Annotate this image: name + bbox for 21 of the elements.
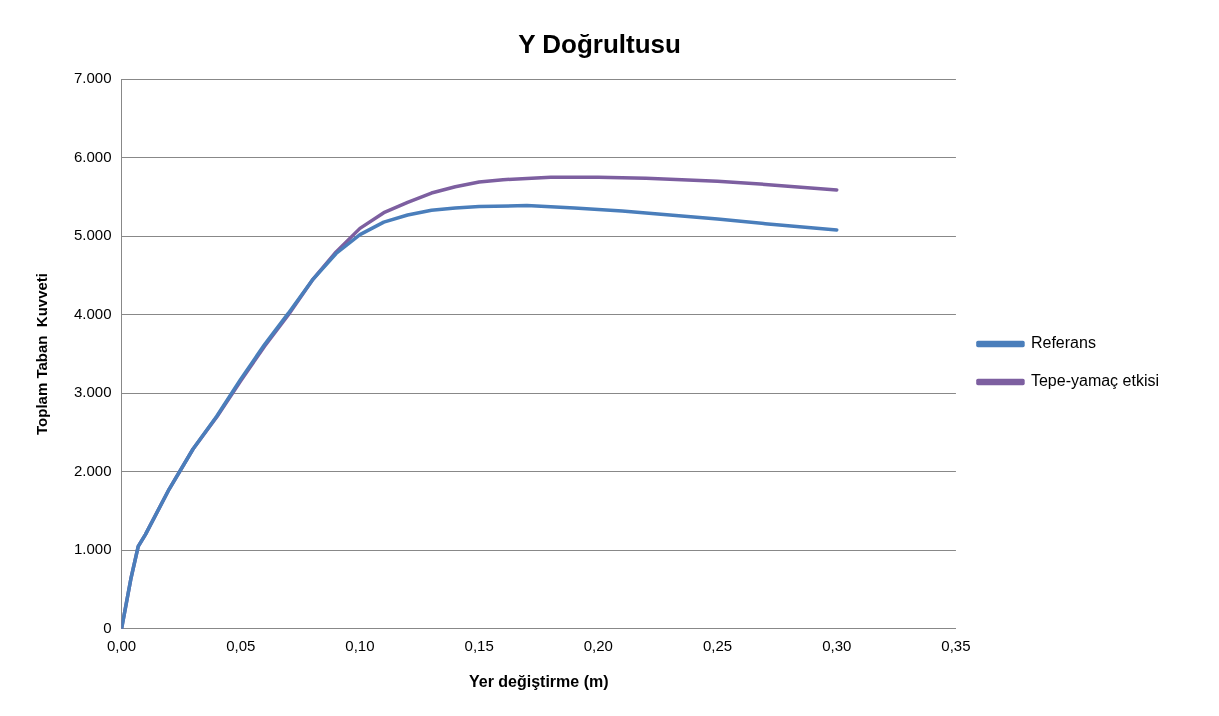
x-tick-label: 0,20 <box>583 636 613 654</box>
y-tick-label: 7.000 <box>73 69 112 87</box>
x-tick-label: 0,05 <box>226 636 256 654</box>
x-tick-label: 0,35 <box>941 636 971 654</box>
y-tick-label: 6.000 <box>73 147 112 165</box>
y-tick-label: 5.000 <box>73 226 112 244</box>
chart-title: Y Doğrultusu <box>518 28 681 59</box>
legend-label: Tepe-yamaç etkisi <box>1030 372 1159 390</box>
x-tick-label: 0,25 <box>702 636 733 654</box>
y-tick-label: 0 <box>103 618 112 636</box>
legend-label: Referans <box>1030 334 1096 352</box>
x-tick-label: 0,10 <box>345 636 375 654</box>
y-tick-label: 3.000 <box>73 383 112 401</box>
y-tick-label: 2.000 <box>73 461 112 479</box>
x-tick-label: 0,30 <box>822 636 852 654</box>
x-axis-title: Yer değiştirme (m) <box>468 672 609 690</box>
x-tick-label: 0,15 <box>464 636 494 654</box>
y-tick-label: 4.000 <box>73 304 112 322</box>
x-tick-label: 0,00 <box>106 636 137 654</box>
y-tick-label: 1.000 <box>73 540 112 558</box>
y-axis-title: Toplam Taban Kuvveti <box>33 273 51 435</box>
